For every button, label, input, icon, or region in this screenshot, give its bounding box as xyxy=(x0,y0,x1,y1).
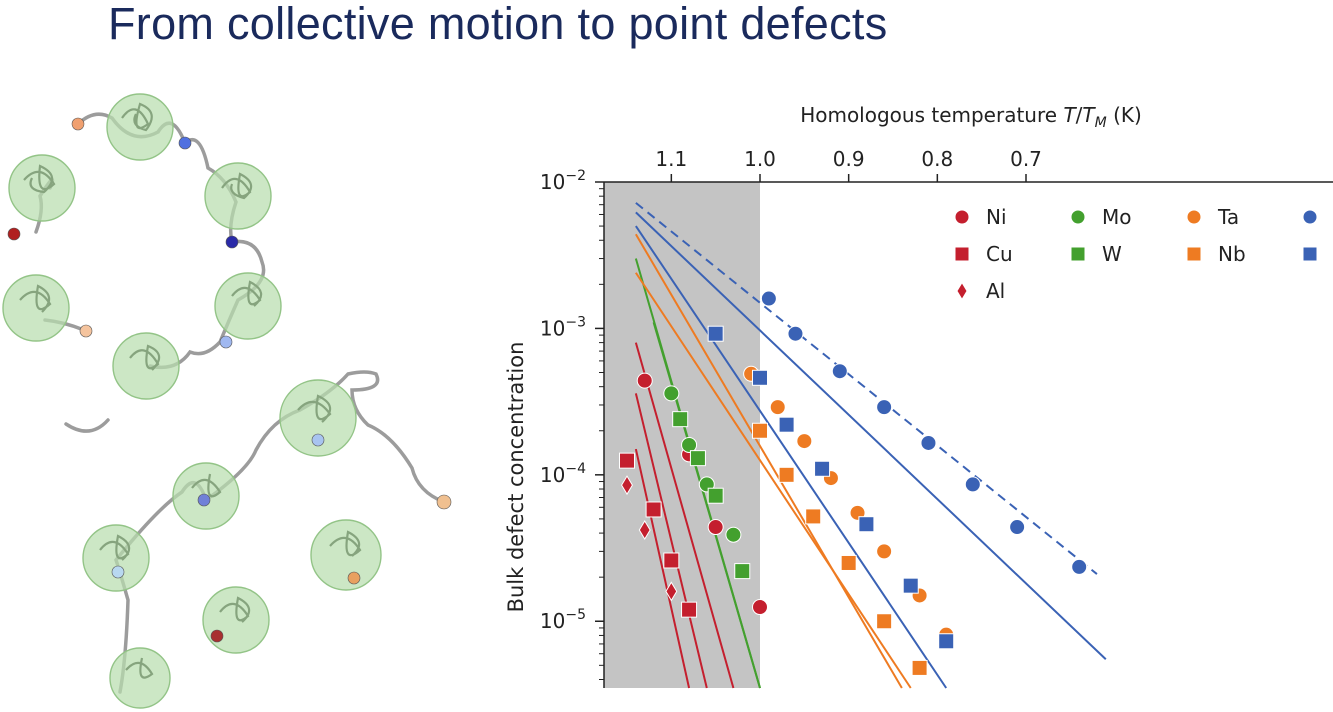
top-axis-label: Homologous temperature T/TM (K) xyxy=(800,103,1142,131)
legend-label-w: W xyxy=(1102,242,1122,266)
top-tick-label: 0.9 xyxy=(833,147,865,171)
legend-marker-nb xyxy=(1186,246,1202,262)
legend-label-nb: Nb xyxy=(1218,242,1246,266)
data-point-w xyxy=(734,563,751,580)
y-axis-label: Bulk defect concentration xyxy=(504,342,528,613)
data-point-zr xyxy=(707,325,724,342)
data-point-al xyxy=(621,475,633,496)
data-point-ta xyxy=(876,543,893,560)
data-point-ni xyxy=(752,599,768,616)
data-point-zr xyxy=(902,577,919,594)
fit-line-ni xyxy=(634,448,691,689)
legend-marker-w xyxy=(1070,246,1086,262)
legend-marker-zr xyxy=(1302,246,1318,262)
legend-label-ni: Ni xyxy=(986,205,1007,229)
slide-title: From collective motion to point defects xyxy=(108,0,888,49)
data-point-cu xyxy=(663,552,680,569)
top-tick-label: 1.0 xyxy=(744,147,776,171)
data-point-zr xyxy=(778,416,795,433)
trapped-chain-tangles xyxy=(19,102,362,679)
trajectory-illustration xyxy=(2,93,452,709)
data-point-ti xyxy=(964,476,981,493)
data-point-ti xyxy=(787,325,804,342)
data-point-nb xyxy=(752,422,768,439)
atom-beads xyxy=(7,117,452,643)
data-point-ti xyxy=(1071,558,1088,575)
legend-marker-ni xyxy=(954,209,970,225)
data-point-ta xyxy=(796,433,813,450)
legend-marker-ti xyxy=(1302,209,1318,225)
data-point-ti xyxy=(831,363,848,380)
data-point-ti xyxy=(876,399,893,416)
fit-line-ti xyxy=(635,211,1107,660)
data-point-al xyxy=(665,581,678,602)
data-point-w xyxy=(707,487,724,504)
legend-label-ta: Ta xyxy=(1217,205,1239,229)
data-point-cu xyxy=(681,601,698,618)
data-point-ni xyxy=(707,519,724,536)
data-point-ti xyxy=(760,290,777,307)
data-point-cu xyxy=(645,501,662,518)
legend-marker-mo xyxy=(1070,209,1086,225)
data-point-nb xyxy=(778,466,795,483)
legend-marker-cu xyxy=(954,246,970,262)
y-tick-label: 10−2 xyxy=(540,168,586,194)
data-point-nb xyxy=(805,508,822,525)
fit-line-ni xyxy=(634,342,735,689)
data-point-zr xyxy=(752,369,768,386)
data-point-zr xyxy=(938,633,955,650)
data-point-ni xyxy=(636,372,653,389)
data-point-ti xyxy=(920,434,937,451)
legend-label-al: Al xyxy=(986,279,1005,303)
y-tick-label: 10−4 xyxy=(540,461,586,487)
top-tick-label: 0.7 xyxy=(1010,147,1042,171)
data-point-ta xyxy=(769,399,786,416)
data-point-al xyxy=(638,520,651,540)
data-point-mo xyxy=(663,385,680,402)
fit-line-ni xyxy=(634,393,708,689)
fit-line-ta xyxy=(635,272,912,689)
data-point-zr xyxy=(814,460,831,477)
data-point-mo xyxy=(681,436,698,453)
data-point-zr xyxy=(858,516,875,533)
fit-line-ti-dashed xyxy=(635,202,1098,575)
data-point-nb xyxy=(911,659,928,676)
fit-line-ta xyxy=(635,233,903,689)
data-point-w xyxy=(689,450,706,467)
data-point-cu xyxy=(618,452,635,469)
legend-label-cu: Cu xyxy=(986,242,1013,266)
legend-marker-ta xyxy=(1186,209,1202,225)
fit-line-mo xyxy=(652,322,761,689)
data-point-nb xyxy=(840,554,857,571)
fit-line-ti xyxy=(635,225,948,689)
data-point-w xyxy=(672,411,689,428)
data-point-ti xyxy=(1009,519,1026,536)
data-point-mo xyxy=(725,526,742,543)
data-point-nb xyxy=(876,613,893,630)
top-tick-label: 1.1 xyxy=(655,147,687,171)
y-tick-label: 10−3 xyxy=(540,314,586,340)
y-tick-label: 10−5 xyxy=(540,607,586,633)
legend-marker-al xyxy=(956,281,968,301)
top-tick-label: 0.8 xyxy=(921,147,953,171)
legend-label-mo: Mo xyxy=(1102,205,1132,229)
